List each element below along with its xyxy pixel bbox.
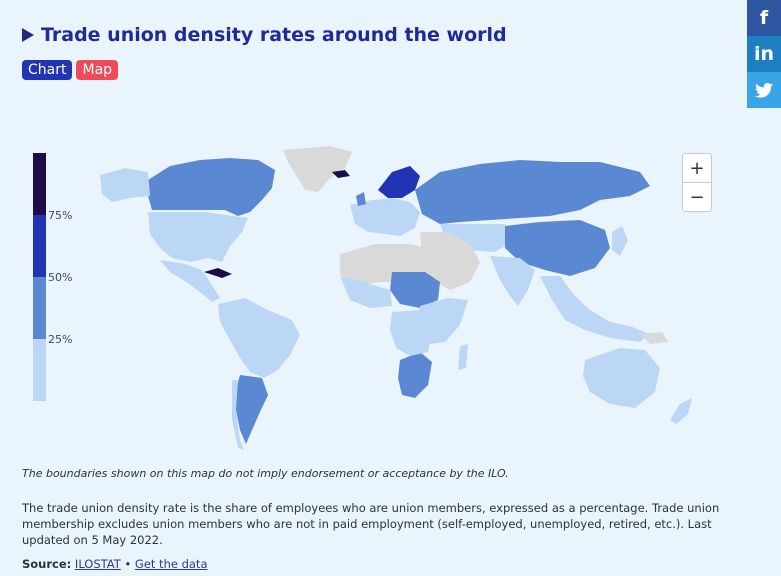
region-canada[interactable] xyxy=(148,158,275,216)
region-japan[interactable] xyxy=(612,226,628,256)
facebook-icon: f xyxy=(759,7,769,29)
world-map[interactable] xyxy=(0,140,781,460)
legend-label-25: 25% xyxy=(48,333,73,346)
region-china[interactable] xyxy=(505,220,610,276)
region-west-africa[interactable] xyxy=(340,276,392,308)
tab-map[interactable]: Map xyxy=(76,60,119,80)
region-southern-africa[interactable] xyxy=(398,352,432,398)
region-argentina[interactable] xyxy=(236,375,268,444)
region-madagascar[interactable] xyxy=(458,344,468,370)
region-iceland[interactable] xyxy=(332,170,350,178)
legend-segment-very-high xyxy=(33,153,46,215)
region-greenland[interactable] xyxy=(283,146,352,192)
region-western-europe[interactable] xyxy=(350,198,420,236)
twitter-icon xyxy=(755,82,773,98)
region-brazil-north[interactable] xyxy=(218,298,300,378)
zoom-controls: + − xyxy=(682,153,712,212)
source-separator: • xyxy=(124,557,132,571)
legend-segment-high xyxy=(33,215,46,277)
view-tabs: Chart Map xyxy=(22,60,119,80)
source-line: Source: ILOSTAT • Get the data xyxy=(22,557,208,571)
region-chile[interactable] xyxy=(232,380,244,450)
get-data-link[interactable]: Get the data xyxy=(134,557,208,571)
page-title: Trade union density rates around the wor… xyxy=(41,24,507,46)
region-india[interactable] xyxy=(490,256,535,306)
legend-segment-low xyxy=(33,339,46,401)
legend-label-75: 75% xyxy=(48,209,73,222)
region-usa[interactable] xyxy=(148,212,248,262)
color-legend xyxy=(33,153,46,401)
region-papua-new-guinea[interactable] xyxy=(640,332,668,344)
region-uk[interactable] xyxy=(356,192,366,206)
region-southeast-asia[interactable] xyxy=(540,276,650,342)
region-scandinavia[interactable] xyxy=(378,166,420,198)
linkedin-icon: in xyxy=(753,43,775,65)
tab-chart[interactable]: Chart xyxy=(22,60,73,80)
legend-label-50: 50% xyxy=(48,271,73,284)
map-disclaimer: The boundaries shown on this map do not … xyxy=(22,467,509,480)
title-row: Trade union density rates around the wor… xyxy=(22,24,507,46)
region-new-zealand[interactable] xyxy=(670,398,692,424)
collapse-arrow-icon[interactable] xyxy=(22,28,34,42)
ilostat-link[interactable]: ILOSTAT xyxy=(74,557,121,571)
description-text: The trade union density rate is the shar… xyxy=(22,501,720,547)
zoom-in-button[interactable]: + xyxy=(683,154,711,183)
twitter-share-button[interactable] xyxy=(747,72,781,108)
facebook-share-button[interactable]: f xyxy=(747,0,781,36)
linkedin-share-button[interactable]: in xyxy=(747,36,781,72)
region-mexico[interactable] xyxy=(160,260,220,302)
region-central-africa[interactable] xyxy=(390,272,440,308)
region-russia[interactable] xyxy=(415,160,650,224)
legend-segment-mid xyxy=(33,277,46,339)
zoom-out-button[interactable]: − xyxy=(689,186,705,208)
region-south-central-africa[interactable] xyxy=(390,310,432,356)
social-share-bar: f in xyxy=(747,0,781,108)
region-cuba[interactable] xyxy=(204,268,232,278)
source-label: Source: xyxy=(22,557,72,571)
region-australia[interactable] xyxy=(583,348,660,408)
region-alaska[interactable] xyxy=(100,168,150,202)
